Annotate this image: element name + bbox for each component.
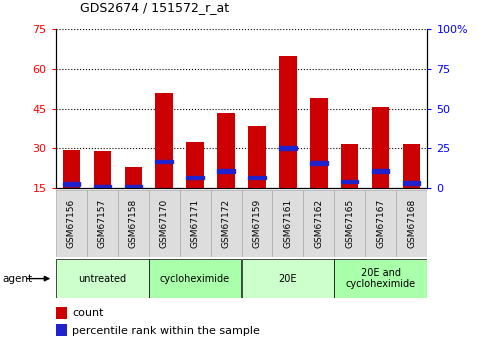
Bar — [341, 179, 358, 183]
Bar — [217, 112, 235, 188]
Bar — [372, 169, 389, 173]
Bar — [149, 190, 180, 257]
Bar — [303, 190, 334, 257]
Bar — [334, 190, 366, 257]
Bar — [311, 161, 327, 165]
Bar — [56, 259, 149, 298]
Text: count: count — [72, 308, 104, 318]
Bar — [280, 147, 297, 150]
Text: GDS2674 / 151572_r_at: GDS2674 / 151572_r_at — [80, 1, 229, 14]
Bar — [366, 190, 397, 257]
Text: GSM67162: GSM67162 — [314, 199, 324, 248]
Text: GSM67170: GSM67170 — [159, 199, 169, 248]
Bar — [156, 160, 172, 164]
Bar — [403, 181, 421, 185]
Text: GSM67158: GSM67158 — [128, 199, 138, 248]
Bar — [403, 144, 421, 188]
Bar — [62, 150, 80, 188]
Text: agent: agent — [2, 274, 32, 284]
Bar — [94, 151, 111, 188]
Bar — [86, 190, 117, 257]
Bar — [397, 190, 427, 257]
Text: GSM67171: GSM67171 — [190, 199, 199, 248]
Bar — [156, 93, 172, 188]
Text: percentile rank within the sample: percentile rank within the sample — [72, 326, 260, 335]
Text: GSM67159: GSM67159 — [253, 199, 261, 248]
Text: 20E and
cycloheximide: 20E and cycloheximide — [346, 268, 416, 289]
Bar — [211, 190, 242, 257]
Text: 20E: 20E — [279, 274, 297, 284]
Text: GSM67167: GSM67167 — [376, 199, 385, 248]
Bar — [149, 259, 242, 298]
Bar — [56, 324, 67, 336]
Bar — [341, 144, 358, 188]
Bar — [56, 190, 86, 257]
Bar — [117, 190, 149, 257]
Bar — [180, 190, 211, 257]
Text: GSM67172: GSM67172 — [222, 199, 230, 248]
Text: cycloheximide: cycloheximide — [160, 274, 230, 284]
Bar — [248, 126, 266, 188]
Bar — [242, 259, 334, 298]
Bar — [272, 190, 303, 257]
Text: untreated: untreated — [78, 274, 126, 284]
Text: GSM67165: GSM67165 — [345, 199, 355, 248]
Bar — [334, 259, 427, 298]
Text: GSM67157: GSM67157 — [98, 199, 107, 248]
Bar — [372, 107, 389, 188]
Bar — [62, 182, 80, 186]
Bar — [186, 142, 203, 188]
Text: GSM67168: GSM67168 — [408, 199, 416, 248]
Bar — [56, 307, 67, 319]
Bar — [248, 176, 266, 179]
Bar — [125, 167, 142, 188]
Bar — [217, 169, 235, 173]
Bar — [94, 185, 111, 189]
Bar — [242, 190, 272, 257]
Bar — [280, 56, 297, 188]
Bar — [125, 185, 142, 189]
Bar — [311, 98, 327, 188]
Bar — [186, 176, 203, 179]
Text: GSM67156: GSM67156 — [67, 199, 75, 248]
Text: GSM67161: GSM67161 — [284, 199, 293, 248]
